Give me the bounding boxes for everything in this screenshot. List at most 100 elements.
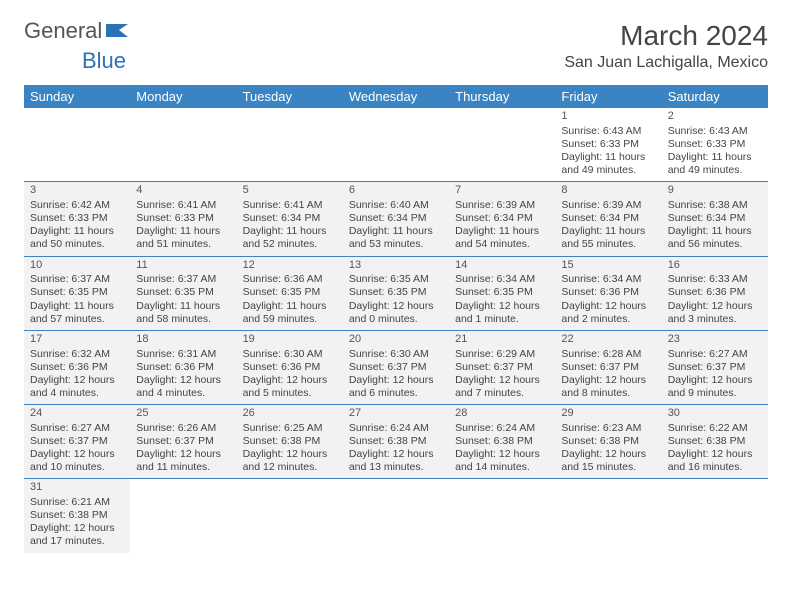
empty-cell: [449, 108, 555, 182]
day-number: 10: [30, 259, 124, 273]
daylight: Daylight: 12 hours and 7 minutes.: [455, 374, 549, 400]
sunrise: Sunrise: 6:30 AM: [349, 348, 443, 361]
sunrise: Sunrise: 6:26 AM: [136, 422, 230, 435]
sunset: Sunset: 6:38 PM: [668, 435, 762, 448]
day-number: 3: [30, 184, 124, 198]
sunset: Sunset: 6:38 PM: [349, 435, 443, 448]
sunrise: Sunrise: 6:36 AM: [243, 273, 337, 286]
sunset: Sunset: 6:33 PM: [30, 212, 124, 225]
sunrise: Sunrise: 6:30 AM: [243, 348, 337, 361]
day-cell: 18Sunrise: 6:31 AMSunset: 6:36 PMDayligh…: [130, 330, 236, 404]
day-cell: 6Sunrise: 6:40 AMSunset: 6:34 PMDaylight…: [343, 182, 449, 256]
sunrise: Sunrise: 6:37 AM: [30, 273, 124, 286]
day-cell: 12Sunrise: 6:36 AMSunset: 6:35 PMDayligh…: [237, 256, 343, 330]
empty-cell: [237, 479, 343, 553]
day-cell: 14Sunrise: 6:34 AMSunset: 6:35 PMDayligh…: [449, 256, 555, 330]
daylight: Daylight: 11 hours and 51 minutes.: [136, 225, 230, 251]
daylight: Daylight: 12 hours and 4 minutes.: [30, 374, 124, 400]
sunset: Sunset: 6:38 PM: [455, 435, 549, 448]
day-cell: 15Sunrise: 6:34 AMSunset: 6:36 PMDayligh…: [555, 256, 661, 330]
sunrise: Sunrise: 6:34 AM: [455, 273, 549, 286]
sunrise: Sunrise: 6:34 AM: [561, 273, 655, 286]
sunset: Sunset: 6:34 PM: [455, 212, 549, 225]
day-cell: 3Sunrise: 6:42 AMSunset: 6:33 PMDaylight…: [24, 182, 130, 256]
day-cell: 7Sunrise: 6:39 AMSunset: 6:34 PMDaylight…: [449, 182, 555, 256]
day-cell: 22Sunrise: 6:28 AMSunset: 6:37 PMDayligh…: [555, 330, 661, 404]
daylight: Daylight: 12 hours and 3 minutes.: [668, 300, 762, 326]
day-cell: 13Sunrise: 6:35 AMSunset: 6:35 PMDayligh…: [343, 256, 449, 330]
daylight: Daylight: 12 hours and 4 minutes.: [136, 374, 230, 400]
sunrise: Sunrise: 6:23 AM: [561, 422, 655, 435]
sunrise: Sunrise: 6:24 AM: [455, 422, 549, 435]
weekday-header: Thursday: [449, 85, 555, 108]
daylight: Daylight: 12 hours and 12 minutes.: [243, 448, 337, 474]
day-number: 18: [136, 333, 230, 347]
daylight: Daylight: 12 hours and 8 minutes.: [561, 374, 655, 400]
empty-cell: [343, 479, 449, 553]
day-cell: 5Sunrise: 6:41 AMSunset: 6:34 PMDaylight…: [237, 182, 343, 256]
daylight: Daylight: 11 hours and 57 minutes.: [30, 300, 124, 326]
logo-general: General: [24, 20, 102, 42]
sunset: Sunset: 6:35 PM: [349, 286, 443, 299]
day-cell: 17Sunrise: 6:32 AMSunset: 6:36 PMDayligh…: [24, 330, 130, 404]
sunset: Sunset: 6:33 PM: [668, 138, 762, 151]
sunset: Sunset: 6:36 PM: [136, 361, 230, 374]
day-cell: 11Sunrise: 6:37 AMSunset: 6:35 PMDayligh…: [130, 256, 236, 330]
empty-cell: [130, 108, 236, 182]
sunset: Sunset: 6:35 PM: [243, 286, 337, 299]
day-cell: 21Sunrise: 6:29 AMSunset: 6:37 PMDayligh…: [449, 330, 555, 404]
day-number: 13: [349, 259, 443, 273]
sunrise: Sunrise: 6:35 AM: [349, 273, 443, 286]
calendar-table: SundayMondayTuesdayWednesdayThursdayFrid…: [24, 85, 768, 553]
day-cell: 8Sunrise: 6:39 AMSunset: 6:34 PMDaylight…: [555, 182, 661, 256]
daylight: Daylight: 11 hours and 49 minutes.: [561, 151, 655, 177]
weekday-header: Friday: [555, 85, 661, 108]
weekday-header: Sunday: [24, 85, 130, 108]
day-cell: 23Sunrise: 6:27 AMSunset: 6:37 PMDayligh…: [662, 330, 768, 404]
day-number: 26: [243, 407, 337, 421]
empty-cell: [449, 479, 555, 553]
empty-cell: [662, 479, 768, 553]
day-number: 22: [561, 333, 655, 347]
weekday-header: Wednesday: [343, 85, 449, 108]
daylight: Daylight: 11 hours and 58 minutes.: [136, 300, 230, 326]
day-number: 24: [30, 407, 124, 421]
day-cell: 28Sunrise: 6:24 AMSunset: 6:38 PMDayligh…: [449, 405, 555, 479]
daylight: Daylight: 11 hours and 54 minutes.: [455, 225, 549, 251]
day-number: 31: [30, 481, 124, 495]
month-title: March 2024: [564, 20, 768, 52]
day-cell: 31Sunrise: 6:21 AMSunset: 6:38 PMDayligh…: [24, 479, 130, 553]
day-number: 7: [455, 184, 549, 198]
sunrise: Sunrise: 6:24 AM: [349, 422, 443, 435]
day-cell: 30Sunrise: 6:22 AMSunset: 6:38 PMDayligh…: [662, 405, 768, 479]
weekday-header: Monday: [130, 85, 236, 108]
empty-cell: [130, 479, 236, 553]
day-number: 23: [668, 333, 762, 347]
daylight: Daylight: 11 hours and 56 minutes.: [668, 225, 762, 251]
daylight: Daylight: 11 hours and 53 minutes.: [349, 225, 443, 251]
day-number: 2: [668, 110, 762, 124]
day-number: 11: [136, 259, 230, 273]
daylight: Daylight: 12 hours and 10 minutes.: [30, 448, 124, 474]
sunset: Sunset: 6:36 PM: [561, 286, 655, 299]
sunset: Sunset: 6:34 PM: [668, 212, 762, 225]
day-cell: 27Sunrise: 6:24 AMSunset: 6:38 PMDayligh…: [343, 405, 449, 479]
weekday-header: Saturday: [662, 85, 768, 108]
day-cell: 26Sunrise: 6:25 AMSunset: 6:38 PMDayligh…: [237, 405, 343, 479]
sunrise: Sunrise: 6:27 AM: [30, 422, 124, 435]
daylight: Daylight: 12 hours and 15 minutes.: [561, 448, 655, 474]
sunset: Sunset: 6:38 PM: [561, 435, 655, 448]
sunrise: Sunrise: 6:43 AM: [561, 125, 655, 138]
day-cell: 29Sunrise: 6:23 AMSunset: 6:38 PMDayligh…: [555, 405, 661, 479]
day-number: 6: [349, 184, 443, 198]
day-cell: 4Sunrise: 6:41 AMSunset: 6:33 PMDaylight…: [130, 182, 236, 256]
sunset: Sunset: 6:37 PM: [561, 361, 655, 374]
day-cell: 25Sunrise: 6:26 AMSunset: 6:37 PMDayligh…: [130, 405, 236, 479]
day-cell: 2Sunrise: 6:43 AMSunset: 6:33 PMDaylight…: [662, 108, 768, 182]
daylight: Daylight: 12 hours and 2 minutes.: [561, 300, 655, 326]
sunset: Sunset: 6:37 PM: [136, 435, 230, 448]
sunset: Sunset: 6:34 PM: [561, 212, 655, 225]
day-cell: 1Sunrise: 6:43 AMSunset: 6:33 PMDaylight…: [555, 108, 661, 182]
sunrise: Sunrise: 6:41 AM: [243, 199, 337, 212]
daylight: Daylight: 11 hours and 50 minutes.: [30, 225, 124, 251]
